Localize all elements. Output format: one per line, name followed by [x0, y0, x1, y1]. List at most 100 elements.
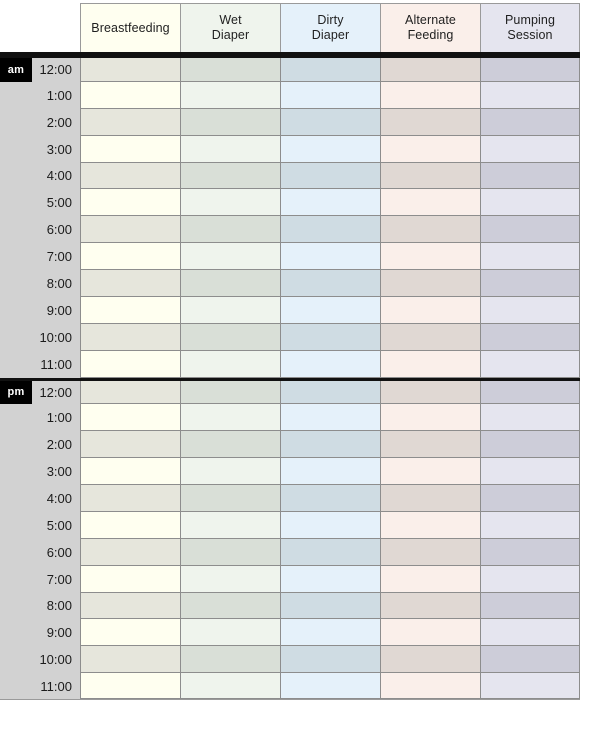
entry-cell-alternate-feeding[interactable]	[380, 323, 480, 351]
entry-cell-dirty-diaper[interactable]	[280, 108, 380, 136]
entry-cell-wet-diaper[interactable]	[180, 592, 280, 620]
entry-cell-breastfeeding[interactable]	[80, 565, 180, 593]
entry-cell-dirty-diaper[interactable]	[280, 216, 380, 244]
entry-cell-dirty-diaper[interactable]	[280, 458, 380, 485]
entry-cell-alternate-feeding[interactable]	[380, 162, 480, 190]
entry-cell-pumping-session[interactable]	[480, 592, 580, 620]
entry-cell-wet-diaper[interactable]	[180, 485, 280, 512]
entry-cell-dirty-diaper[interactable]	[280, 646, 380, 674]
entry-cell-pumping-session[interactable]	[480, 323, 580, 351]
entry-cell-alternate-feeding[interactable]	[380, 216, 480, 244]
entry-cell-wet-diaper[interactable]	[180, 458, 280, 485]
entry-cell-wet-diaper[interactable]	[180, 511, 280, 539]
entry-cell-wet-diaper[interactable]	[180, 189, 280, 217]
entry-cell-breastfeeding[interactable]	[80, 485, 180, 512]
entry-cell-pumping-session[interactable]	[480, 108, 580, 136]
entry-cell-pumping-session[interactable]	[480, 243, 580, 270]
entry-cell-pumping-session[interactable]	[480, 350, 580, 378]
entry-cell-breastfeeding[interactable]	[80, 592, 180, 620]
entry-cell-pumping-session[interactable]	[480, 619, 580, 647]
entry-cell-alternate-feeding[interactable]	[380, 243, 480, 270]
entry-cell-wet-diaper[interactable]	[180, 323, 280, 351]
entry-cell-pumping-session[interactable]	[480, 511, 580, 539]
entry-cell-dirty-diaper[interactable]	[280, 565, 380, 593]
entry-cell-alternate-feeding[interactable]	[380, 431, 480, 459]
entry-cell-breastfeeding[interactable]	[80, 458, 180, 485]
entry-cell-wet-diaper[interactable]	[180, 350, 280, 378]
entry-cell-breastfeeding[interactable]	[80, 243, 180, 270]
entry-cell-alternate-feeding[interactable]	[380, 673, 480, 699]
entry-cell-wet-diaper[interactable]	[180, 538, 280, 566]
entry-cell-wet-diaper[interactable]	[180, 296, 280, 324]
entry-cell-breastfeeding[interactable]	[80, 108, 180, 136]
entry-cell-dirty-diaper[interactable]	[280, 296, 380, 324]
entry-cell-dirty-diaper[interactable]	[280, 243, 380, 270]
entry-cell-pumping-session[interactable]	[480, 58, 580, 82]
entry-cell-breastfeeding[interactable]	[80, 538, 180, 566]
entry-cell-dirty-diaper[interactable]	[280, 431, 380, 459]
entry-cell-dirty-diaper[interactable]	[280, 350, 380, 378]
entry-cell-wet-diaper[interactable]	[180, 431, 280, 459]
entry-cell-alternate-feeding[interactable]	[380, 270, 480, 297]
entry-cell-wet-diaper[interactable]	[180, 673, 280, 699]
entry-cell-alternate-feeding[interactable]	[380, 135, 480, 163]
entry-cell-dirty-diaper[interactable]	[280, 592, 380, 620]
entry-cell-pumping-session[interactable]	[480, 380, 580, 405]
entry-cell-dirty-diaper[interactable]	[280, 673, 380, 699]
entry-cell-breastfeeding[interactable]	[80, 270, 180, 297]
entry-cell-alternate-feeding[interactable]	[380, 592, 480, 620]
entry-cell-pumping-session[interactable]	[480, 565, 580, 593]
entry-cell-dirty-diaper[interactable]	[280, 323, 380, 351]
entry-cell-breastfeeding[interactable]	[80, 511, 180, 539]
entry-cell-pumping-session[interactable]	[480, 270, 580, 297]
entry-cell-pumping-session[interactable]	[480, 135, 580, 163]
entry-cell-breastfeeding[interactable]	[80, 296, 180, 324]
entry-cell-alternate-feeding[interactable]	[380, 380, 480, 405]
entry-cell-breastfeeding[interactable]	[80, 189, 180, 217]
entry-cell-dirty-diaper[interactable]	[280, 162, 380, 190]
entry-cell-breastfeeding[interactable]	[80, 673, 180, 699]
entry-cell-breastfeeding[interactable]	[80, 135, 180, 163]
entry-cell-wet-diaper[interactable]	[180, 135, 280, 163]
entry-cell-dirty-diaper[interactable]	[280, 619, 380, 647]
entry-cell-alternate-feeding[interactable]	[380, 485, 480, 512]
entry-cell-wet-diaper[interactable]	[180, 619, 280, 647]
entry-cell-dirty-diaper[interactable]	[280, 189, 380, 217]
entry-cell-wet-diaper[interactable]	[180, 270, 280, 297]
entry-cell-alternate-feeding[interactable]	[380, 108, 480, 136]
entry-cell-pumping-session[interactable]	[480, 673, 580, 699]
entry-cell-breastfeeding[interactable]	[80, 646, 180, 674]
entry-cell-alternate-feeding[interactable]	[380, 538, 480, 566]
entry-cell-breastfeeding[interactable]	[80, 350, 180, 378]
entry-cell-dirty-diaper[interactable]	[280, 404, 380, 432]
entry-cell-breastfeeding[interactable]	[80, 323, 180, 351]
entry-cell-dirty-diaper[interactable]	[280, 538, 380, 566]
entry-cell-wet-diaper[interactable]	[180, 565, 280, 593]
entry-cell-breastfeeding[interactable]	[80, 81, 180, 109]
entry-cell-pumping-session[interactable]	[480, 538, 580, 566]
entry-cell-dirty-diaper[interactable]	[280, 58, 380, 82]
entry-cell-breastfeeding[interactable]	[80, 619, 180, 647]
entry-cell-pumping-session[interactable]	[480, 485, 580, 512]
entry-cell-alternate-feeding[interactable]	[380, 296, 480, 324]
entry-cell-alternate-feeding[interactable]	[380, 646, 480, 674]
entry-cell-wet-diaper[interactable]	[180, 216, 280, 244]
entry-cell-pumping-session[interactable]	[480, 81, 580, 109]
entry-cell-wet-diaper[interactable]	[180, 81, 280, 109]
entry-cell-dirty-diaper[interactable]	[280, 135, 380, 163]
entry-cell-alternate-feeding[interactable]	[380, 404, 480, 432]
entry-cell-wet-diaper[interactable]	[180, 162, 280, 190]
entry-cell-pumping-session[interactable]	[480, 216, 580, 244]
entry-cell-alternate-feeding[interactable]	[380, 511, 480, 539]
entry-cell-breastfeeding[interactable]	[80, 404, 180, 432]
entry-cell-pumping-session[interactable]	[480, 189, 580, 217]
entry-cell-wet-diaper[interactable]	[180, 243, 280, 270]
entry-cell-breastfeeding[interactable]	[80, 216, 180, 244]
entry-cell-breastfeeding[interactable]	[80, 431, 180, 459]
entry-cell-alternate-feeding[interactable]	[380, 81, 480, 109]
entry-cell-dirty-diaper[interactable]	[280, 485, 380, 512]
entry-cell-pumping-session[interactable]	[480, 404, 580, 432]
entry-cell-alternate-feeding[interactable]	[380, 619, 480, 647]
entry-cell-breastfeeding[interactable]	[80, 58, 180, 82]
entry-cell-wet-diaper[interactable]	[180, 646, 280, 674]
